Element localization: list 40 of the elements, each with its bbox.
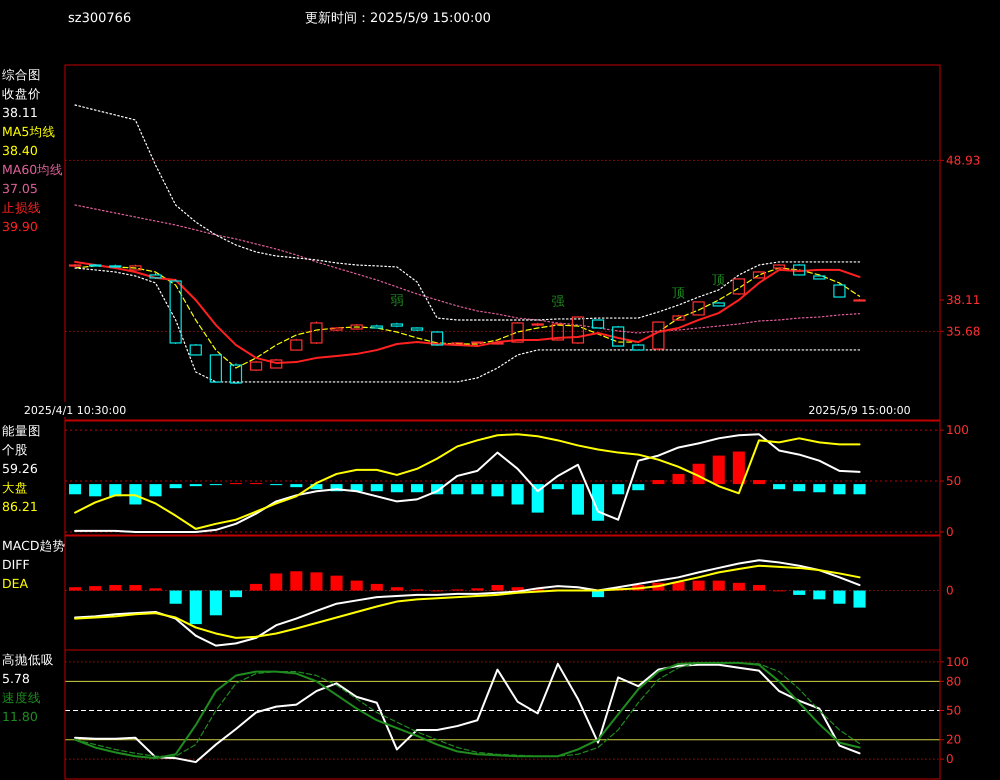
text: 顶 bbox=[672, 286, 686, 301]
text: 5.78 bbox=[2, 671, 30, 686]
text: 大盘 bbox=[2, 480, 28, 495]
text: 顶 bbox=[712, 273, 726, 288]
y-tick-label: 48.93 bbox=[946, 153, 980, 168]
text: 强 bbox=[551, 294, 564, 310]
y-tick-label: 50 bbox=[946, 704, 962, 718]
text: 收盘价 bbox=[2, 86, 41, 101]
text: DIFF bbox=[2, 557, 30, 572]
text: 止损线 bbox=[2, 200, 41, 215]
text: 37.05 bbox=[2, 181, 38, 196]
text: 38.40 bbox=[2, 143, 38, 158]
x-tick-label: 2025/5/9 15:00:00 bbox=[808, 404, 911, 417]
chart-subtitle: 更新时间：2025/5/9 15:00:00 bbox=[305, 11, 491, 26]
y-tick-label: 38.11 bbox=[946, 292, 980, 307]
y-tick-label: 0 bbox=[946, 524, 954, 539]
text: 11.80 bbox=[2, 709, 38, 724]
y-tick-label: 80 bbox=[946, 674, 962, 688]
text: 38.11 bbox=[2, 105, 38, 120]
text: MA5均线 bbox=[2, 124, 56, 139]
legend-title: 高抛低吸 bbox=[2, 652, 54, 667]
y-tick-label: 100 bbox=[946, 654, 969, 669]
text: 86.21 bbox=[2, 499, 38, 514]
y-tick-label: 50 bbox=[946, 474, 962, 488]
x-tick-label: 2025/4/1 10:30:00 bbox=[24, 404, 126, 417]
y-tick-label: 0 bbox=[946, 752, 954, 766]
y-tick-label: 35.68 bbox=[946, 324, 980, 338]
text: 弱 bbox=[390, 294, 404, 309]
chart-title: sz300766 bbox=[68, 11, 132, 26]
text: MA60均线 bbox=[2, 162, 64, 177]
text: 59.26 bbox=[2, 461, 38, 476]
text: 39.90 bbox=[2, 219, 38, 234]
y-tick-label: 20 bbox=[946, 732, 962, 747]
text: 速度线 bbox=[2, 690, 41, 705]
legend-title: 综合图 bbox=[2, 67, 41, 82]
text: 个股 bbox=[2, 442, 28, 457]
legend-title: 能量图 bbox=[2, 423, 41, 438]
text: DEA bbox=[2, 576, 29, 591]
legend-title: MACD趋势 bbox=[2, 538, 66, 553]
y-tick-label: 100 bbox=[946, 423, 969, 438]
